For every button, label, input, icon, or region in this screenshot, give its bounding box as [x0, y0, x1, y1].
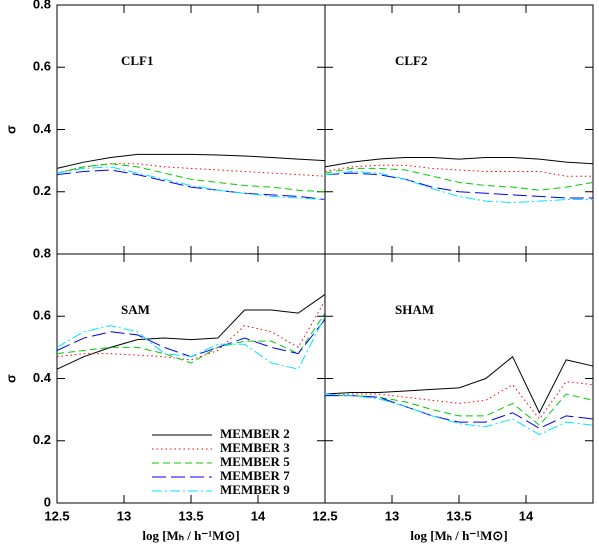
series-line	[56, 316, 326, 370]
y-tick-label: 0.6	[33, 308, 51, 323]
panel-label: CLF2	[395, 53, 428, 68]
legend-label: MEMBER 7	[220, 468, 290, 483]
x-tick-label: 13.5	[446, 508, 471, 523]
series-line	[56, 166, 326, 201]
series-line	[325, 393, 594, 426]
y-tick-label: 0.8	[33, 245, 51, 260]
legend-label: MEMBER 2	[220, 426, 290, 441]
y-tick-label: 0.8	[33, 0, 51, 11]
y-tick-label: 0.6	[33, 59, 51, 74]
x-tick-label: 14	[251, 508, 266, 523]
y-tick-label: 0.2	[33, 183, 51, 198]
series-line	[56, 163, 326, 177]
y-tick-label: 0.4	[33, 370, 52, 385]
x-tick-label: 13	[117, 508, 131, 523]
x-axis-label: log [Mₕ / h⁻¹M⊙]	[410, 528, 507, 543]
series-line	[324, 157, 594, 168]
panel-frame	[324, 4, 594, 255]
panel-label: SHAM	[395, 302, 434, 317]
series-line	[324, 172, 593, 199]
series-line	[324, 171, 593, 204]
panel-frame	[324, 253, 594, 504]
panel-label: SAM	[121, 302, 150, 317]
y-tick-label: 0.2	[33, 432, 51, 447]
series-line	[56, 153, 326, 169]
y-tick-label: 0	[44, 494, 51, 509]
panel-frame	[56, 4, 326, 255]
series-line	[56, 163, 326, 193]
y-axis-label: σ	[3, 125, 18, 134]
series-line	[324, 164, 593, 177]
series-line	[56, 294, 326, 370]
y-axis-label: σ	[3, 374, 18, 383]
legend-label: MEMBER 3	[220, 440, 290, 455]
series-line	[324, 355, 594, 414]
legend-label: MEMBER 5	[220, 454, 290, 469]
x-tick-label: 13.5	[178, 508, 203, 523]
series-line	[324, 393, 594, 436]
x-tick-label: 14	[519, 508, 534, 523]
series-line	[56, 312, 326, 364]
panel-label: CLF1	[121, 53, 154, 68]
x-tick-label: 12.5	[312, 508, 337, 523]
legend-label: MEMBER 9	[220, 482, 290, 497]
y-tick-label: 0.4	[33, 121, 52, 136]
series-line	[56, 169, 326, 201]
x-tick-label: 13	[385, 508, 399, 523]
x-tick-label: 12.5	[44, 508, 69, 523]
series-line	[325, 395, 594, 429]
x-axis-label: log [Mₕ / h⁻¹M⊙]	[142, 528, 239, 543]
series-line	[56, 319, 326, 358]
series-line	[324, 167, 594, 191]
